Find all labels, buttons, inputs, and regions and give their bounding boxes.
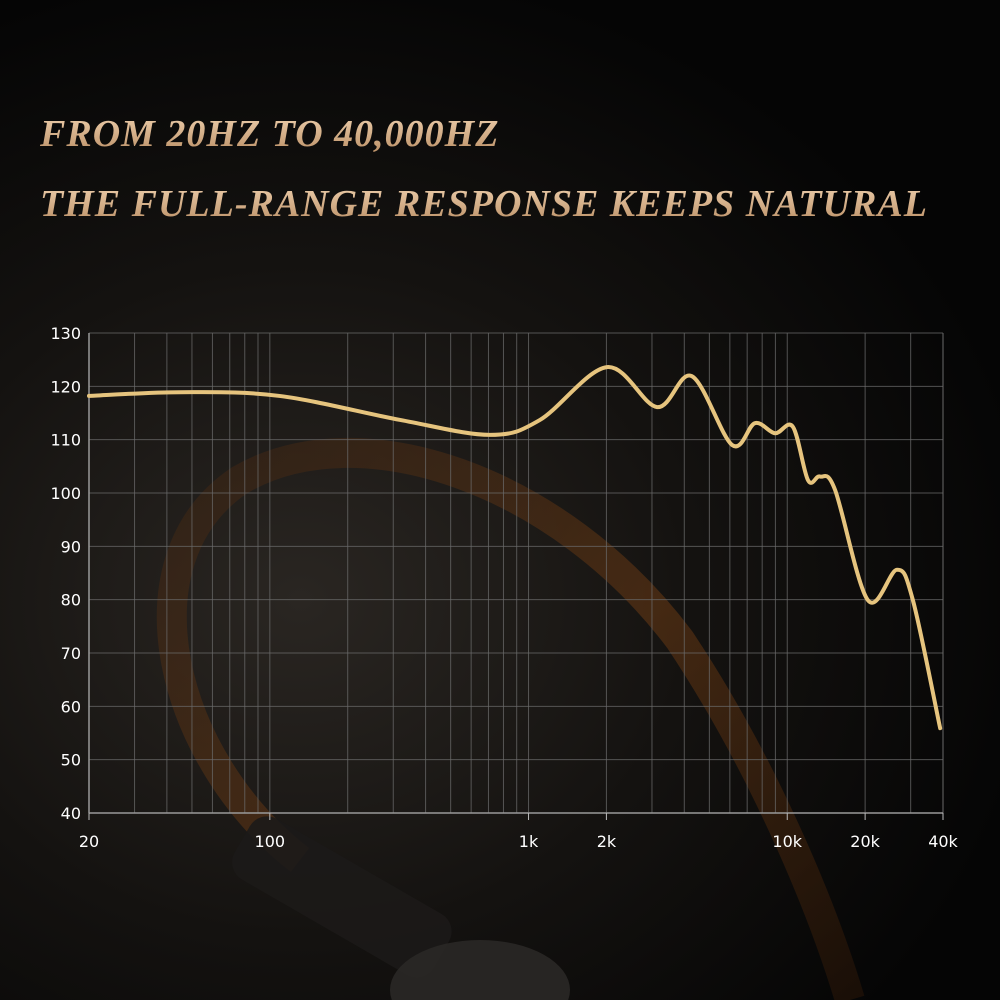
y-tick-label: 50: [61, 751, 81, 770]
x-tick-label: 20: [79, 832, 99, 851]
y-tick-label: 100: [50, 484, 81, 503]
x-tick-label: 10k: [772, 832, 802, 851]
y-tick-label: 70: [61, 644, 81, 663]
y-tick-label: 110: [50, 431, 81, 450]
headline-line-1: FROM 20HZ TO 40,000HZ: [40, 113, 500, 155]
y-tick-label: 120: [50, 377, 81, 396]
y-tick-label: 60: [61, 697, 81, 716]
y-tick-label: 130: [50, 324, 81, 343]
y-tick-label: 90: [61, 537, 81, 556]
x-tick-label: 1k: [519, 832, 539, 851]
y-tick-labels: 130 120 110 100 90 80 70 60 50 40: [50, 324, 81, 823]
y-tick-label: 80: [61, 591, 81, 610]
x-tick-label: 100: [255, 832, 286, 851]
x-tick-label: 2k: [597, 832, 617, 851]
x-tick-labels: 20 100 1k 2k 10k 20k 40k: [79, 832, 959, 851]
x-tick-label: 40k: [928, 832, 958, 851]
x-tick-label: 20k: [850, 832, 880, 851]
y-tick-label: 40: [61, 804, 81, 823]
frequency-response-curve: [87, 365, 943, 731]
grid: [88, 332, 944, 820]
headline-line-2: THE FULL-RANGE RESPONSE KEEPS NATURAL: [40, 183, 928, 225]
